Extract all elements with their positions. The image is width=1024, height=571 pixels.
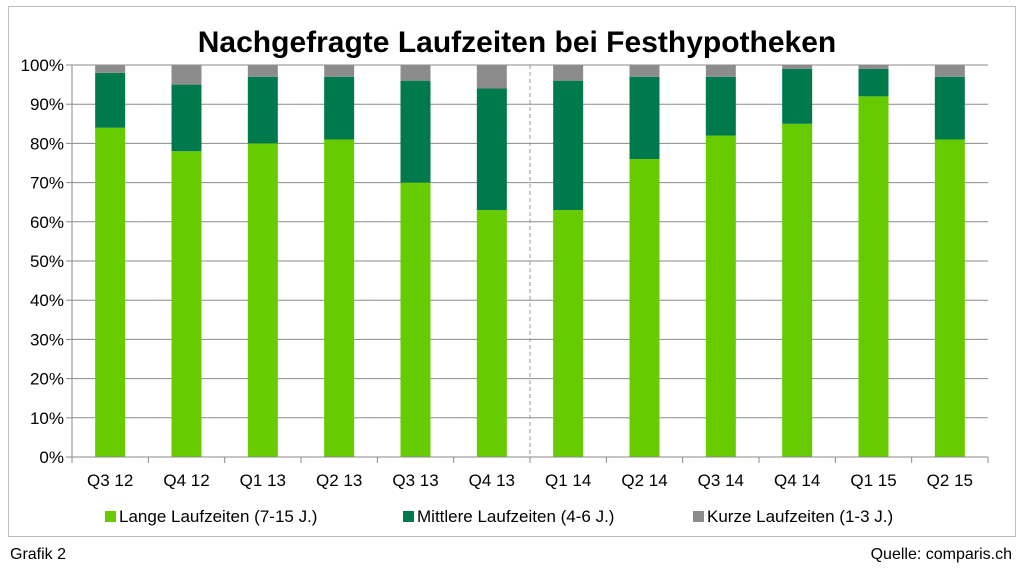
x-tick-label: Q3 12 (87, 471, 133, 490)
bars (95, 65, 965, 458)
y-tick-label: 70% (30, 174, 64, 193)
source-label: Quelle: comparis.ch (870, 546, 1012, 563)
x-tick-label: Q1 14 (545, 471, 591, 490)
bar-segment (782, 68, 813, 124)
stacked-bar-chart: Nachgefragte Laufzeiten bei Festhypothek… (21, 26, 989, 526)
y-tick-label: 30% (30, 330, 64, 349)
legend: Lange Laufzeiten (7-15 J.) Mittlere Laufz… (105, 507, 893, 526)
x-tick-label: Q2 14 (621, 471, 667, 490)
bar-segment (705, 76, 736, 136)
bar-segment (934, 76, 965, 140)
y-tick-label: 20% (30, 370, 64, 389)
x-tick-label: Q4 14 (774, 471, 820, 490)
bar-segment (247, 143, 278, 457)
bar-segment (553, 65, 584, 81)
bar-segment (400, 182, 431, 457)
bar-segment (782, 65, 813, 69)
bar-segment (171, 151, 202, 458)
bar-segment (553, 80, 584, 211)
legend-swatch (105, 511, 116, 522)
x-tick-label: Q1 13 (240, 471, 286, 490)
bar-segment (858, 96, 889, 458)
legend-swatch (693, 511, 704, 522)
bar-segment (934, 139, 965, 458)
x-tick-label: Q2 15 (927, 471, 973, 490)
y-tick-label: 60% (30, 213, 64, 232)
bar-segment (705, 135, 736, 457)
bar-segment (324, 76, 355, 140)
gridlines (72, 64, 988, 457)
x-tick-label: Q3 13 (392, 471, 438, 490)
legend-label: Lange Laufzeiten (7-15 J.) (119, 507, 317, 526)
bar-segment (629, 65, 660, 77)
bar-segment (858, 65, 889, 69)
bar-segment (476, 65, 507, 89)
bar-segment (324, 139, 355, 458)
legend-item: Kurze Laufzeiten (1-3 J.) (693, 507, 893, 526)
bar-segment (95, 65, 126, 73)
bar-segment (400, 65, 431, 81)
legend-swatch (403, 511, 414, 522)
y-tick-label: 100% (21, 56, 64, 75)
chart-title: Nachgefragte Laufzeiten bei Festhypothek… (198, 26, 836, 59)
x-tick-label: Q3 14 (698, 471, 744, 490)
x-tick-label: Q4 13 (469, 471, 515, 490)
bar-segment (476, 210, 507, 457)
y-tick-label: 10% (30, 409, 64, 428)
x-tick-label: Q2 13 (316, 471, 362, 490)
bar-segment (171, 65, 202, 85)
bar-segment (171, 84, 202, 152)
y-tick-label: 50% (30, 252, 64, 271)
legend-item: Lange Laufzeiten (7-15 J.) (105, 507, 317, 526)
bar-segment (629, 159, 660, 457)
y-tick-label: 0% (39, 448, 64, 467)
axes: 0% 10% 20% 30% 40% 50% 60% 70% 80% 90% 100% Q3 12 Q4… (21, 56, 989, 490)
bar-segment (400, 80, 431, 183)
bar-segment (553, 210, 584, 457)
bar-segment (629, 76, 660, 160)
bar-segment (95, 127, 126, 457)
x-tick-label: Q4 12 (163, 471, 209, 490)
bar-segment (705, 65, 736, 77)
y-tick-label: 90% (30, 95, 64, 114)
bar-segment (324, 65, 355, 77)
bar-segment (247, 65, 278, 77)
figure-label: Grafik 2 (10, 546, 67, 563)
y-tick-label: 80% (30, 134, 64, 153)
chart-frame (8, 6, 1016, 537)
legend-label: Kurze Laufzeiten (1-3 J.) (707, 507, 893, 526)
y-tick-label: 40% (30, 291, 64, 310)
legend-item: Mittlere Laufzeiten (4-6 J.) (403, 507, 614, 526)
bar-segment (858, 68, 889, 97)
bar-segment (476, 88, 507, 211)
bar-segment (934, 65, 965, 77)
bar-segment (95, 72, 126, 128)
bar-segment (247, 76, 278, 144)
x-tick-label: Q1 15 (850, 471, 896, 490)
legend-label: Mittlere Laufzeiten (4-6 J.) (417, 507, 614, 526)
bar-segment (782, 123, 813, 458)
